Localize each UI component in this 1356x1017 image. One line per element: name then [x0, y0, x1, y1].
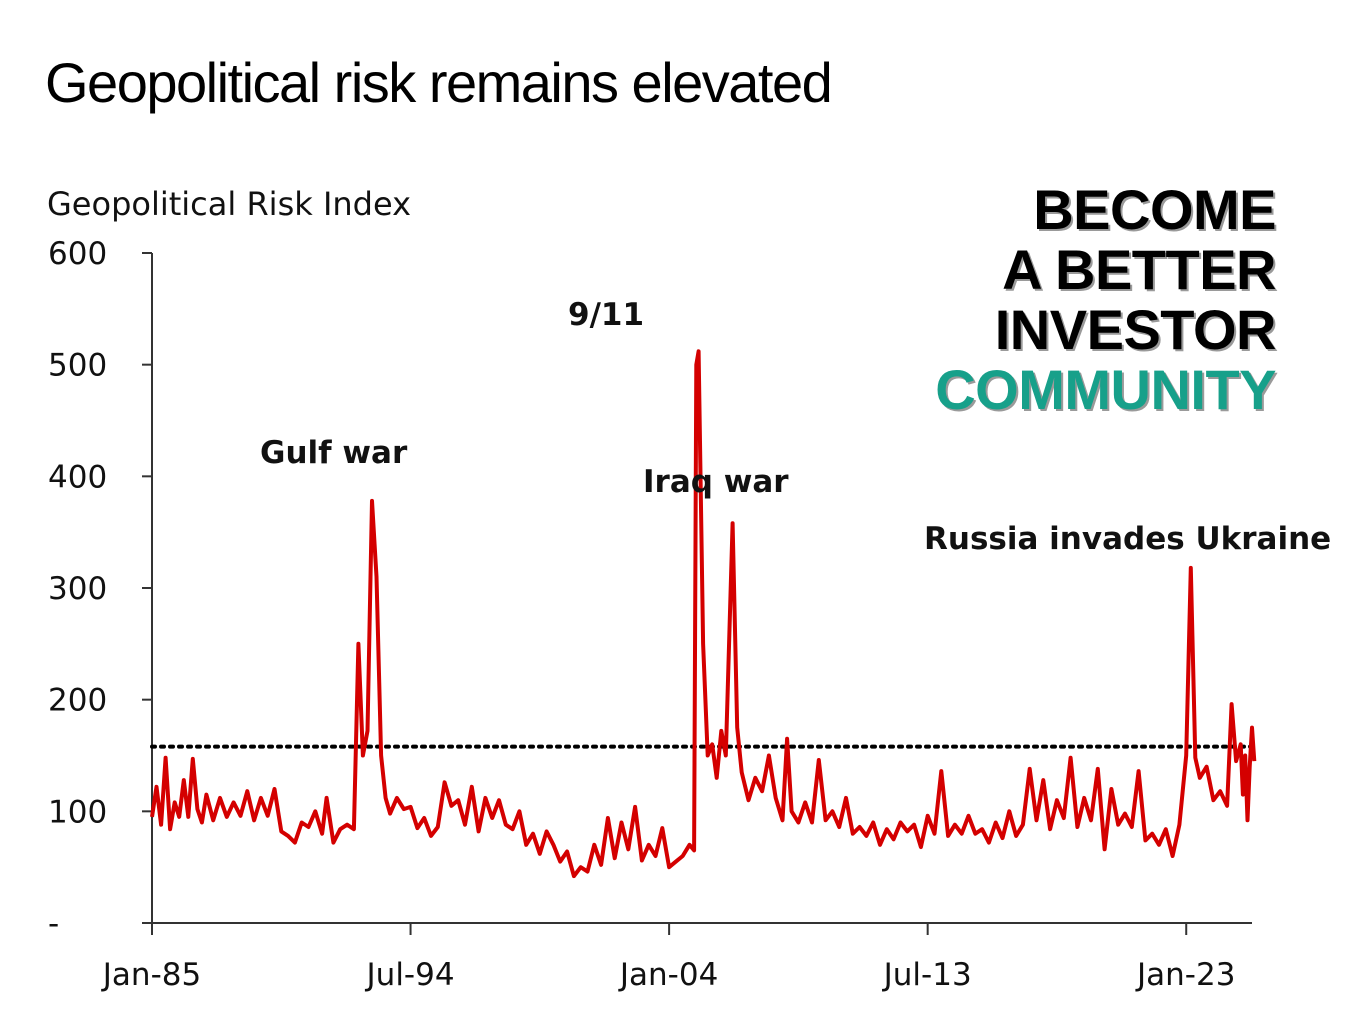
page-title: Geopolitical risk remains elevated: [45, 51, 833, 114]
x-tick-label: Jan-04: [618, 957, 718, 993]
x-tick-label: Jan-85: [101, 957, 201, 993]
y-tick-label: 400: [48, 459, 107, 495]
x-tick-label: Jan-23: [1135, 957, 1235, 993]
brand-line-4: COMMUNITY: [935, 358, 1276, 421]
brand-line-1: BECOME: [1033, 178, 1276, 241]
series-group: [150, 349, 1257, 879]
y-tick-label: 500: [48, 348, 107, 384]
x-tick-label: Jul-94: [365, 957, 455, 993]
y-tick-label: 600: [48, 236, 107, 272]
annotation-label: Gulf war: [260, 435, 408, 471]
annotation-label: Iraq war: [643, 464, 789, 500]
brand-logo: BECOME A BETTER INVESTOR COMMUNITY: [935, 180, 1276, 420]
brand-line-3: INVESTOR: [994, 298, 1277, 361]
y-tick-label: 100: [48, 794, 107, 830]
annotation-label: Russia invades Ukraine: [924, 521, 1331, 557]
chart-axes: - 100 200 300 400 500 600 Jan-85 Jul-94 Jan-04 Jul…: [48, 236, 1252, 993]
series-line: [150, 349, 1257, 879]
y-axis-label: Geopolitical Risk Index: [47, 185, 412, 223]
y-tick-label: -: [48, 906, 59, 942]
brand-line-2: A BETTER: [1002, 238, 1276, 301]
x-tick-label: Jul-13: [882, 957, 972, 993]
event-annotations: Gulf war 9/11 Iraq war Russia invades Ukrai…: [260, 297, 1331, 557]
y-tick-label: 200: [48, 683, 107, 719]
annotation-label: 9/11: [568, 297, 644, 333]
y-tick-label: 300: [48, 571, 107, 607]
